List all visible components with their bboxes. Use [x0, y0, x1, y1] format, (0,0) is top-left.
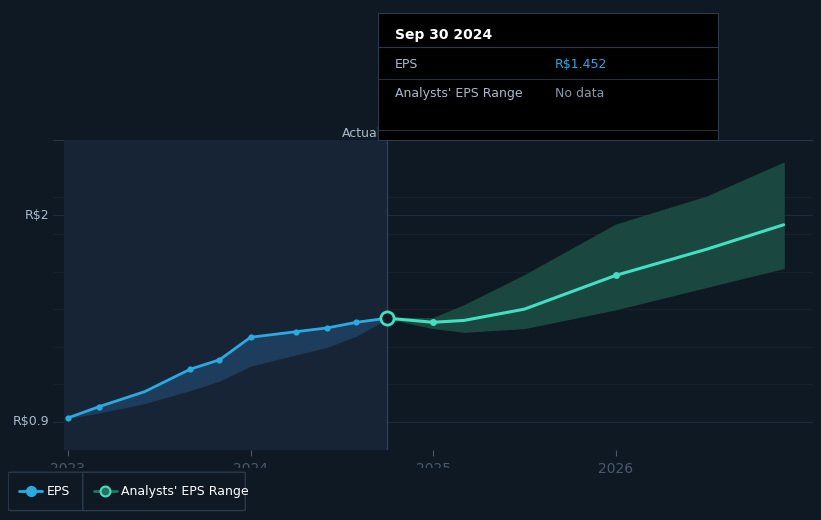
- Point: [25, 487, 38, 496]
- Point: [350, 318, 363, 327]
- Text: Sep 30 2024: Sep 30 2024: [395, 28, 492, 42]
- Point: [99, 487, 112, 496]
- Point: [321, 324, 334, 332]
- Point: [290, 328, 303, 336]
- Text: R$0.9: R$0.9: [13, 415, 50, 428]
- Point: [213, 356, 226, 364]
- Text: R$2: R$2: [25, 209, 50, 222]
- Point: [381, 314, 394, 322]
- Point: [244, 333, 257, 342]
- Point: [184, 365, 197, 373]
- Text: R$1.452: R$1.452: [555, 58, 608, 71]
- Point: [609, 271, 622, 280]
- FancyBboxPatch shape: [83, 472, 245, 511]
- Bar: [64, 140, 388, 450]
- Point: [93, 402, 106, 411]
- Text: EPS: EPS: [395, 58, 418, 71]
- Text: Actual: Actual: [342, 127, 382, 140]
- Point: [62, 414, 75, 422]
- FancyBboxPatch shape: [8, 472, 87, 511]
- Text: Analysts' EPS Range: Analysts' EPS Range: [122, 485, 249, 498]
- Text: No data: No data: [555, 87, 604, 100]
- Text: EPS: EPS: [47, 485, 70, 498]
- Text: Analysts Forecasts: Analysts Forecasts: [393, 127, 510, 140]
- Text: Analysts' EPS Range: Analysts' EPS Range: [395, 87, 522, 100]
- Point: [427, 318, 440, 327]
